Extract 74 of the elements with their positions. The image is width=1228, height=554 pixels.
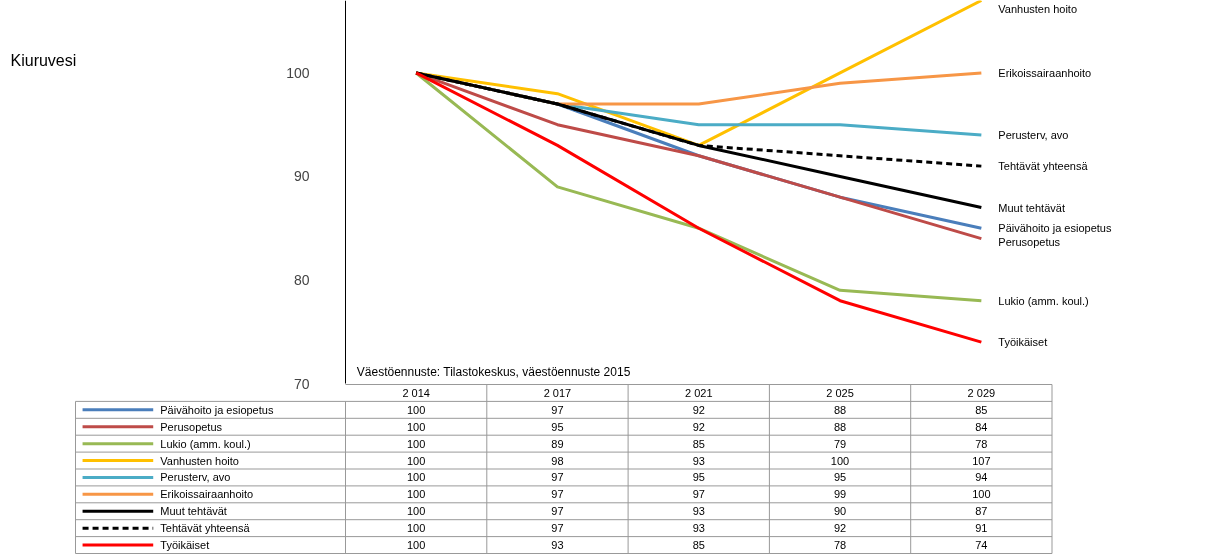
text: Kiuruvesi: [10, 52, 77, 69]
data-label: 88: [833, 403, 847, 416]
data-label: 100: [406, 437, 426, 450]
data-label: 100: [406, 454, 426, 467]
data-label: 89: [551, 437, 564, 450]
text: Muut tehtävät: [160, 505, 227, 518]
data-label: 85: [692, 437, 705, 450]
data-label: 92: [833, 522, 847, 535]
y-tick-label: 80: [293, 271, 310, 288]
data-label: 97: [551, 471, 564, 484]
series-label: Tehtävät yhteensä: [998, 160, 1089, 173]
data-label: 91: [975, 522, 988, 535]
data-label: 97: [551, 505, 564, 518]
data-label: 79: [833, 437, 847, 450]
data-label: 88: [833, 420, 847, 433]
data-label: 97: [551, 403, 564, 416]
data-label: 78: [975, 437, 988, 450]
x-tick-label: 2 029: [967, 386, 996, 399]
text: Vanhusten hoito: [160, 454, 239, 467]
text: Tehtävät yhteensä: [160, 522, 250, 535]
data-label: 95: [833, 471, 847, 484]
data-label: 100: [972, 488, 991, 501]
data-label: 93: [692, 522, 705, 535]
data-label: 93: [692, 505, 705, 518]
data-label: 95: [551, 420, 564, 433]
data-label: 97: [551, 488, 564, 501]
data-label: 100: [406, 403, 426, 416]
data-label: 84: [975, 420, 988, 433]
data-label: 97: [551, 522, 564, 535]
text: Perusopetus: [160, 420, 223, 433]
y-tick-label: 90: [293, 168, 310, 185]
x-tick-label: 2 025: [826, 386, 854, 399]
data-label: 107: [972, 454, 991, 467]
data-label: 98: [551, 454, 564, 467]
series-label: Lukio (amm. koul.): [998, 294, 1089, 307]
text: Päivähoito ja esiopetus: [160, 403, 274, 416]
data-label: 100: [406, 420, 426, 433]
data-label: 74: [975, 539, 988, 552]
data-label: 94: [975, 471, 988, 484]
data-label: 93: [692, 454, 705, 467]
series-label: Muut tehtävät: [998, 201, 1065, 214]
data-label: 100: [406, 539, 426, 552]
data-label: 95: [692, 471, 705, 484]
text: Erikoissairaanhoito: [160, 488, 254, 501]
data-label: 100: [406, 488, 426, 501]
data-label: 100: [406, 471, 426, 484]
series-label: Perusterv, avo: [998, 129, 1069, 142]
data-label: 78: [833, 539, 847, 552]
y-tick-label: 70: [293, 375, 310, 392]
series-label: Päivähoito ja esiopetus: [998, 222, 1112, 235]
x-tick-label: 2 014: [402, 386, 430, 399]
x-tick-label: 2 021: [684, 386, 713, 399]
text: Perusterv, avo: [160, 471, 231, 484]
data-label: 90: [833, 505, 847, 518]
annotation: Väestöennuste: Tilastokeskus, väestöennuste 2015: [356, 365, 631, 380]
data-label: 97: [692, 488, 705, 501]
series-label: Vanhusten hoito: [998, 2, 1078, 15]
data-label: 99: [833, 488, 847, 501]
series-label: Erikoissairaanhoito: [998, 66, 1092, 79]
data-label: 85: [975, 403, 988, 416]
data-label: 93: [551, 539, 564, 552]
text: Työikäiset: [160, 539, 210, 552]
data-label: 100: [406, 505, 426, 518]
data-label: 100: [830, 454, 850, 467]
y-tick-label: 100: [286, 64, 310, 81]
data-label: 87: [975, 505, 988, 518]
series-label: Perusopetus: [998, 236, 1061, 249]
x-tick-label: 2 017: [543, 386, 572, 399]
data-label: 100: [406, 522, 426, 535]
data-label: 92: [692, 420, 705, 433]
data-label: 92: [692, 403, 705, 416]
series-label: Työikäiset: [998, 336, 1048, 349]
data-label: 85: [692, 539, 705, 552]
text: Lukio (amm. koul.): [160, 437, 251, 450]
